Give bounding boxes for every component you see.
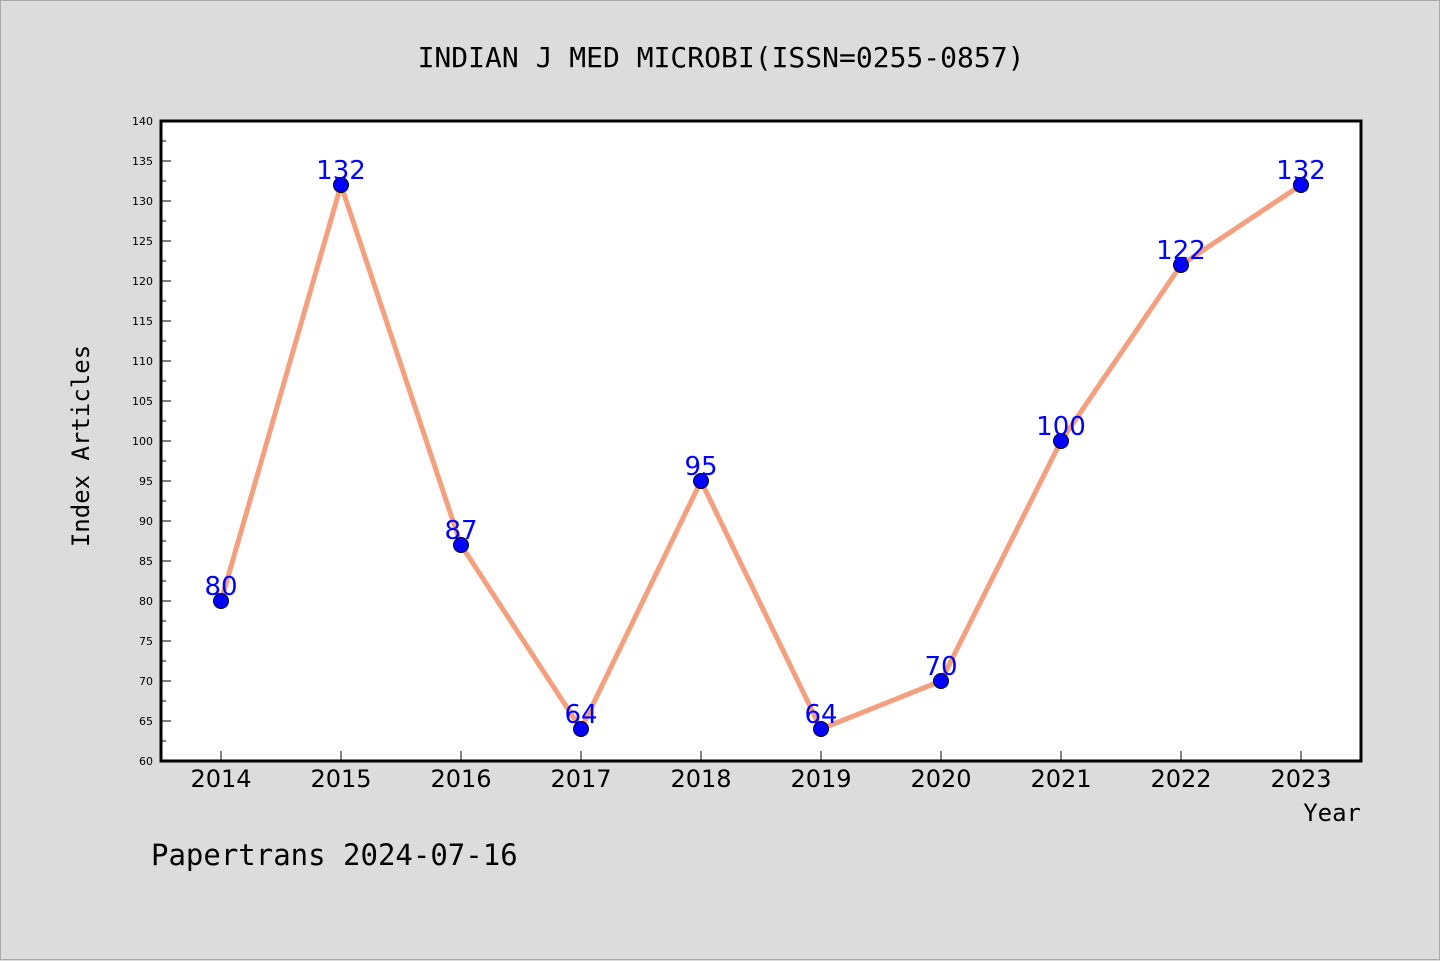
data-label: 70 [924, 652, 957, 682]
data-label: 87 [444, 516, 477, 546]
y-tick-label: 100 [132, 435, 153, 448]
data-label: 132 [1276, 156, 1326, 186]
y-tick-label: 140 [132, 115, 153, 128]
plot-area [161, 121, 1361, 761]
x-tick-label: 2016 [430, 765, 491, 793]
x-tick-label: 2014 [190, 765, 251, 793]
series-line-group [218, 182, 1303, 732]
x-tick-label: 2017 [550, 765, 611, 793]
y-tick-label: 130 [132, 195, 153, 208]
x-tick-label: 2023 [1270, 765, 1331, 793]
data-point [1293, 177, 1309, 193]
data-markers [213, 177, 1309, 737]
data-point [213, 593, 229, 609]
data-point [933, 673, 949, 689]
data-point [1173, 257, 1189, 273]
y-tick-label: 90 [139, 515, 153, 528]
data-point [333, 177, 349, 193]
data-label: 80 [204, 572, 237, 602]
data-point [813, 721, 829, 737]
data-label: 122 [1156, 236, 1206, 266]
y-tick-label: 95 [139, 475, 153, 488]
x-tick-label: 2022 [1150, 765, 1211, 793]
y-tick-label: 135 [132, 155, 153, 168]
y-tick-label: 85 [139, 555, 153, 568]
x-axis-label: Year [1303, 799, 1361, 827]
data-label: 64 [564, 700, 597, 730]
x-tick-label: 2015 [310, 765, 371, 793]
y-tick-label: 70 [139, 675, 153, 688]
series-line [218, 182, 1303, 732]
x-tick-label: 2018 [670, 765, 731, 793]
plot-border [159, 119, 1363, 763]
y-tick-label: 125 [132, 235, 153, 248]
y-axis-label: Index Articles [67, 345, 95, 547]
data-label: 132 [316, 156, 366, 186]
x-axis-ticks: 2014 2015 2016 2017 2018 2019 2020 2021 2022 2023 [190, 751, 1332, 793]
footer-credit: Papertrans 2024-07-16 [151, 838, 518, 872]
data-point [1053, 433, 1069, 449]
data-point [693, 473, 709, 489]
x-tick-label: 2021 [1030, 765, 1091, 793]
data-label: 64 [804, 700, 837, 730]
data-point [573, 721, 589, 737]
data-label: 100 [1036, 412, 1086, 442]
y-tick-label: 120 [132, 275, 153, 288]
data-label: 95 [684, 452, 717, 482]
x-tick-label: 2020 [910, 765, 971, 793]
data-point [453, 537, 469, 553]
y-axis-ticks: 60 65 70 75 80 85 90 95 100 105 110 115 120 125 130 135… [132, 115, 171, 768]
x-tick-label: 2019 [790, 765, 851, 793]
y-tick-label: 110 [132, 355, 153, 368]
data-labels: 80 132 87 64 95 64 70 100 122 132 [204, 156, 1325, 730]
y-tick-label: 80 [139, 595, 153, 608]
y-tick-label: 60 [139, 755, 153, 768]
y-tick-label: 115 [132, 315, 153, 328]
chart-title: INDIAN J MED MICROBI(ISSN=0255-0857) [418, 41, 1025, 74]
y-tick-label: 65 [139, 715, 153, 728]
y-tick-label: 105 [132, 395, 153, 408]
y-tick-label: 75 [139, 635, 153, 648]
